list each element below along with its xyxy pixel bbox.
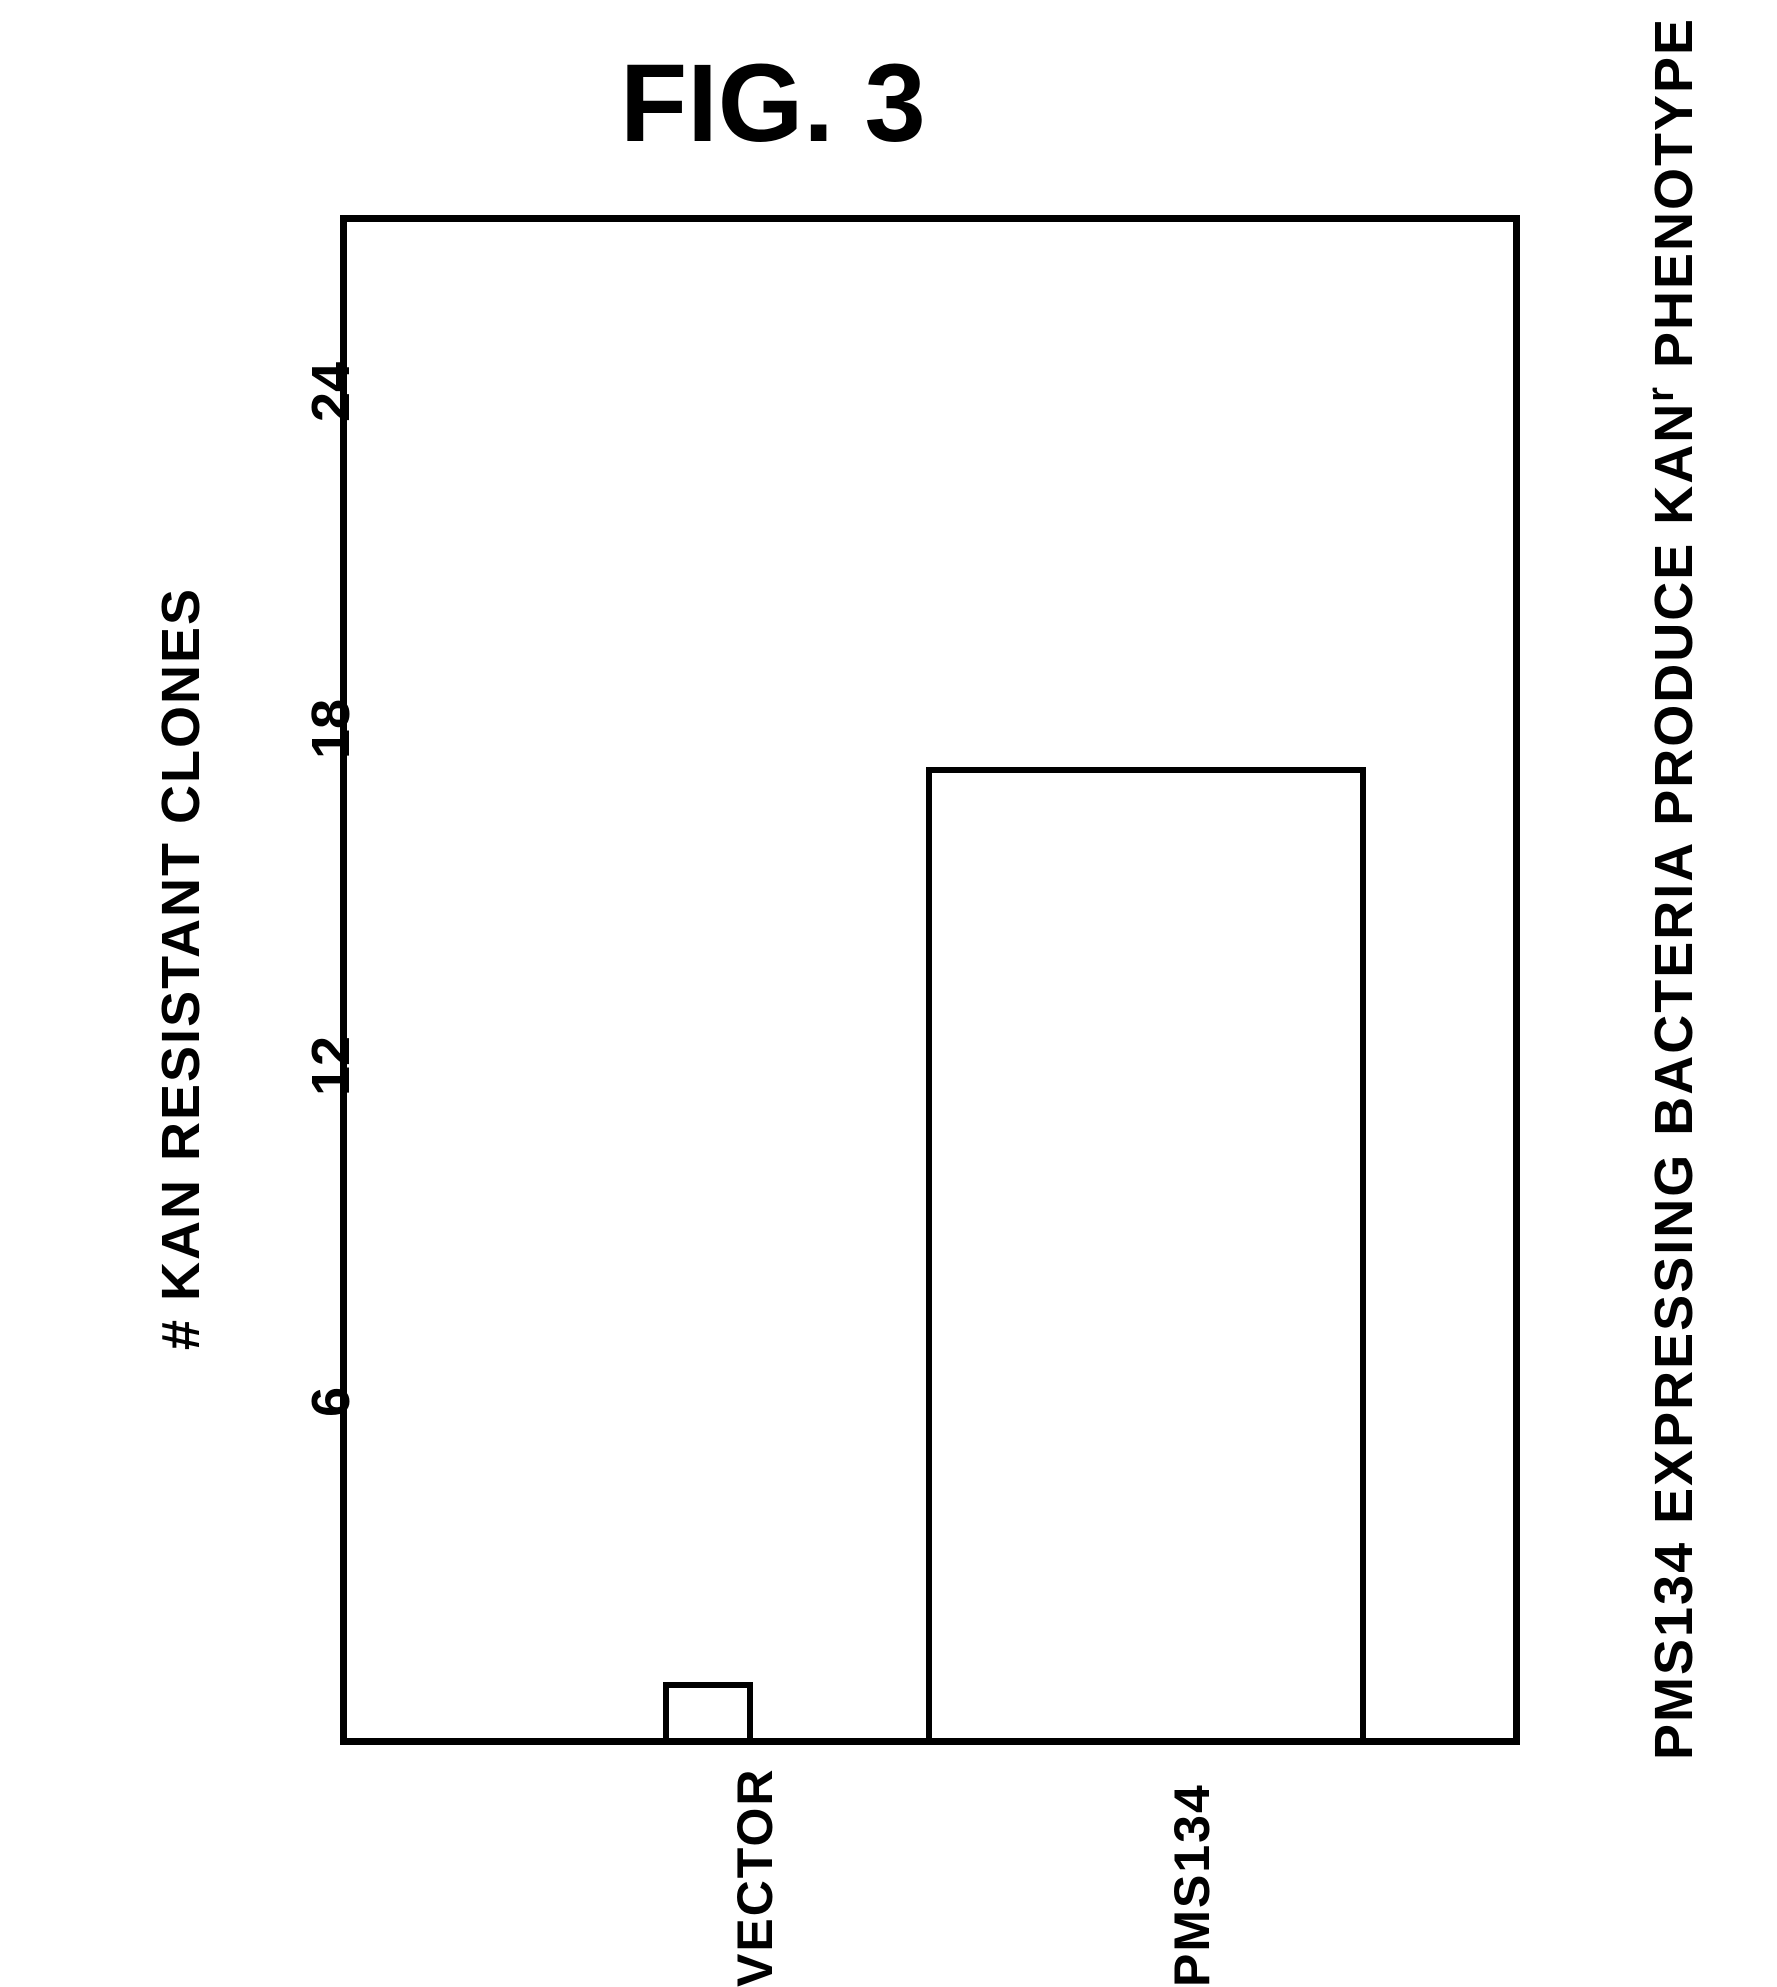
ytick-6: 6 [300, 1387, 362, 1417]
subtitle-before: PMS134 EXPRESSING BACTERIA PRODUCE KAN [1644, 402, 1704, 1760]
ytick-12: 12 [300, 1035, 362, 1095]
xtick-vector: VECTOR [726, 1768, 784, 1987]
figure-label: FIG. 3 [620, 40, 926, 167]
subtitle-sup: r [1640, 385, 1682, 402]
ytick-24: 24 [300, 362, 362, 422]
subtitle-after: PHENOTYPE [1644, 17, 1704, 385]
ytick-18: 18 [300, 699, 362, 759]
bar-vector [663, 1682, 753, 1738]
bar-pms134 [926, 767, 1366, 1738]
chart-subtitle: PMS134 EXPRESSING BACTERIA PRODUCE KANr … [1640, 17, 1705, 1760]
xtick-pms134: PMS134 [1163, 1783, 1221, 1987]
y-axis-label: # KAN RESISTANT CLONES [150, 587, 212, 1350]
